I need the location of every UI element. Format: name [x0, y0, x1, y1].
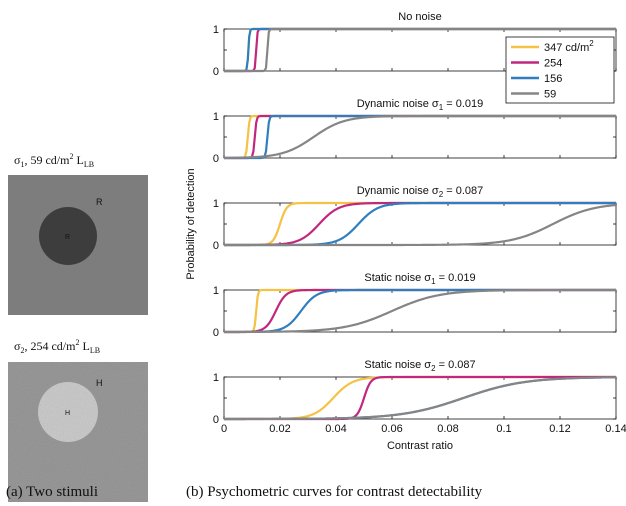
y-tick-label: 0: [213, 327, 219, 339]
y-tick-label: 1: [213, 24, 219, 36]
stim1-disc: [39, 207, 97, 265]
panel-title: Static noise σ2 = 0.087: [364, 359, 475, 373]
legend-label-59: 59: [544, 89, 556, 101]
stim2-letter-outside: H: [96, 378, 103, 388]
series-line-59: [224, 27, 616, 73]
panel-frame: [223, 289, 617, 333]
x-tick-label: 0.1: [496, 423, 511, 435]
x-tick-label: 0.04: [325, 423, 346, 435]
panel-frame: [223, 376, 617, 420]
stim2-noisy-patch: [8, 362, 148, 502]
series-line-59: [224, 288, 616, 334]
panel-title: No noise: [398, 11, 441, 23]
stim1-label: σ1, 59 cd/m2 LLB: [14, 152, 94, 169]
x-tick-label: 0.02: [269, 423, 290, 435]
x-tick-label: 0.08: [437, 423, 458, 435]
series-line-59: [224, 376, 617, 421]
caption-b: (b) Psychometric curves for contrast det…: [186, 484, 483, 500]
stim1-letter-inside: R: [65, 234, 70, 241]
panel-5: Static noise σ2 = 0.087 0 1 0 0.02 0.04 0.06 0.…: [213, 359, 626, 435]
series-line-156: [224, 288, 616, 334]
series-line-59: [223, 114, 616, 159]
y-tick-label: 1: [213, 285, 219, 297]
panel-1: No noise 0 1: [213, 11, 617, 78]
x-tick-label: 0.06: [381, 423, 402, 435]
panel-title: Dynamic noise σ2 = 0.087: [357, 185, 484, 199]
y-axis-label: Probability of detection: [185, 168, 197, 279]
series-line-59: [224, 203, 617, 247]
x-tick-label: 0.14: [605, 423, 626, 435]
stim2-label: σ2, 254 cd/m2 LLB: [14, 338, 100, 355]
y-tick-label: 1: [213, 198, 219, 210]
legend-label-156: 156: [544, 73, 562, 85]
series-line-156: [224, 376, 617, 421]
panel-2: Dynamic noise σ1 = 0.019 0 1: [213, 98, 617, 165]
stim2-letter-inside: H: [65, 410, 70, 417]
series-line-347: [224, 114, 616, 160]
panel-frame: [223, 115, 617, 159]
stim2-disc: [38, 382, 98, 442]
legend: 347 cd/m2 254 156 59: [505, 36, 615, 104]
panel-4: Static noise σ1 = 0.019 0 1: [213, 272, 617, 339]
panel-3: Dynamic noise σ2 = 0.087 0 1: [213, 185, 617, 252]
series-line-156: [224, 201, 616, 247]
legend-label-347: 347 cd/m2: [544, 39, 594, 54]
panel-title: Static noise σ1 = 0.019: [364, 272, 475, 286]
y-tick-label: 0: [213, 153, 219, 165]
y-tick-label: 0: [213, 66, 219, 78]
series-line-347: [224, 375, 616, 421]
y-tick-label: 1: [213, 111, 219, 123]
y-tick-label: 0: [213, 414, 219, 426]
caption-a: (a) Two stimuli: [6, 484, 98, 500]
series-line-254: [224, 114, 616, 160]
panel-title: Dynamic noise σ1 = 0.019: [357, 98, 484, 112]
series-line-254: [224, 201, 616, 247]
series-line-254: [224, 375, 616, 421]
x-tick-label: 0: [221, 423, 227, 435]
x-tick-label: 0.12: [549, 423, 570, 435]
legend-label-254: 254: [544, 58, 562, 70]
series-line-347: [224, 201, 616, 247]
x-axis-label: Contrast ratio: [387, 440, 453, 452]
y-tick-label: 0: [213, 240, 219, 252]
series-line-254: [224, 288, 616, 334]
series-line-347: [224, 288, 616, 334]
y-tick-label: 1: [213, 372, 219, 384]
panel-frame: [223, 202, 617, 246]
series-line-156: [224, 114, 616, 160]
stim1-letter-outside: R: [96, 197, 103, 207]
